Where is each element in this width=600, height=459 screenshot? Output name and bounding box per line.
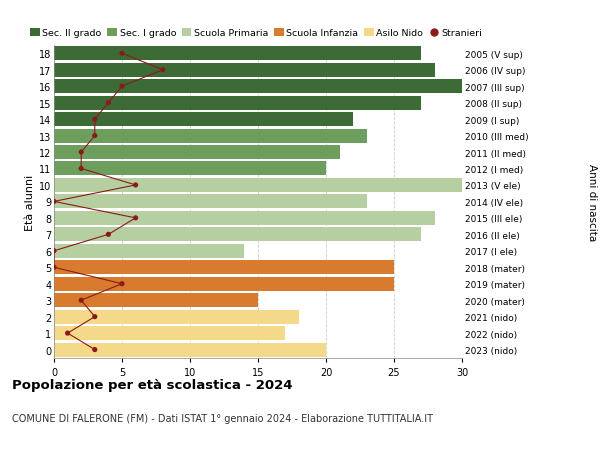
Legend: Sec. II grado, Sec. I grado, Scuola Primaria, Scuola Infanzia, Asilo Nido, Stran: Sec. II grado, Sec. I grado, Scuola Prim… — [30, 29, 482, 38]
Bar — [54, 63, 435, 78]
Text: Popolazione per età scolastica - 2024: Popolazione per età scolastica - 2024 — [12, 379, 293, 392]
Point — [49, 198, 59, 206]
Text: Anni di nascita: Anni di nascita — [587, 163, 597, 241]
Point — [131, 215, 140, 222]
Point — [49, 247, 59, 255]
Point — [104, 100, 113, 107]
Bar — [54, 47, 421, 61]
Bar — [54, 179, 476, 192]
Point — [63, 330, 73, 337]
Bar — [54, 146, 340, 160]
Point — [117, 83, 127, 90]
Point — [90, 313, 100, 321]
Bar — [54, 261, 394, 274]
Point — [90, 133, 100, 140]
Bar — [54, 96, 421, 110]
Bar — [54, 343, 326, 357]
Bar — [54, 113, 353, 127]
Point — [76, 165, 86, 173]
Bar — [54, 310, 299, 324]
Bar — [54, 228, 421, 242]
Point — [90, 346, 100, 353]
Point — [49, 264, 59, 271]
Point — [76, 149, 86, 157]
Text: COMUNE DI FALERONE (FM) - Dati ISTAT 1° gennaio 2024 - Elaborazione TUTTITALIA.I: COMUNE DI FALERONE (FM) - Dati ISTAT 1° … — [12, 413, 433, 423]
Y-axis label: Età alunni: Età alunni — [25, 174, 35, 230]
Bar — [54, 129, 367, 143]
Point — [117, 280, 127, 288]
Bar — [54, 195, 367, 209]
Point — [117, 50, 127, 58]
Bar — [54, 212, 435, 225]
Bar — [54, 244, 244, 258]
Point — [158, 67, 167, 74]
Bar — [54, 162, 326, 176]
Point — [90, 116, 100, 123]
Bar — [54, 326, 285, 341]
Bar — [54, 294, 258, 308]
Point — [104, 231, 113, 239]
Point — [76, 297, 86, 304]
Point — [131, 182, 140, 189]
Bar — [54, 277, 394, 291]
Bar — [54, 80, 476, 94]
